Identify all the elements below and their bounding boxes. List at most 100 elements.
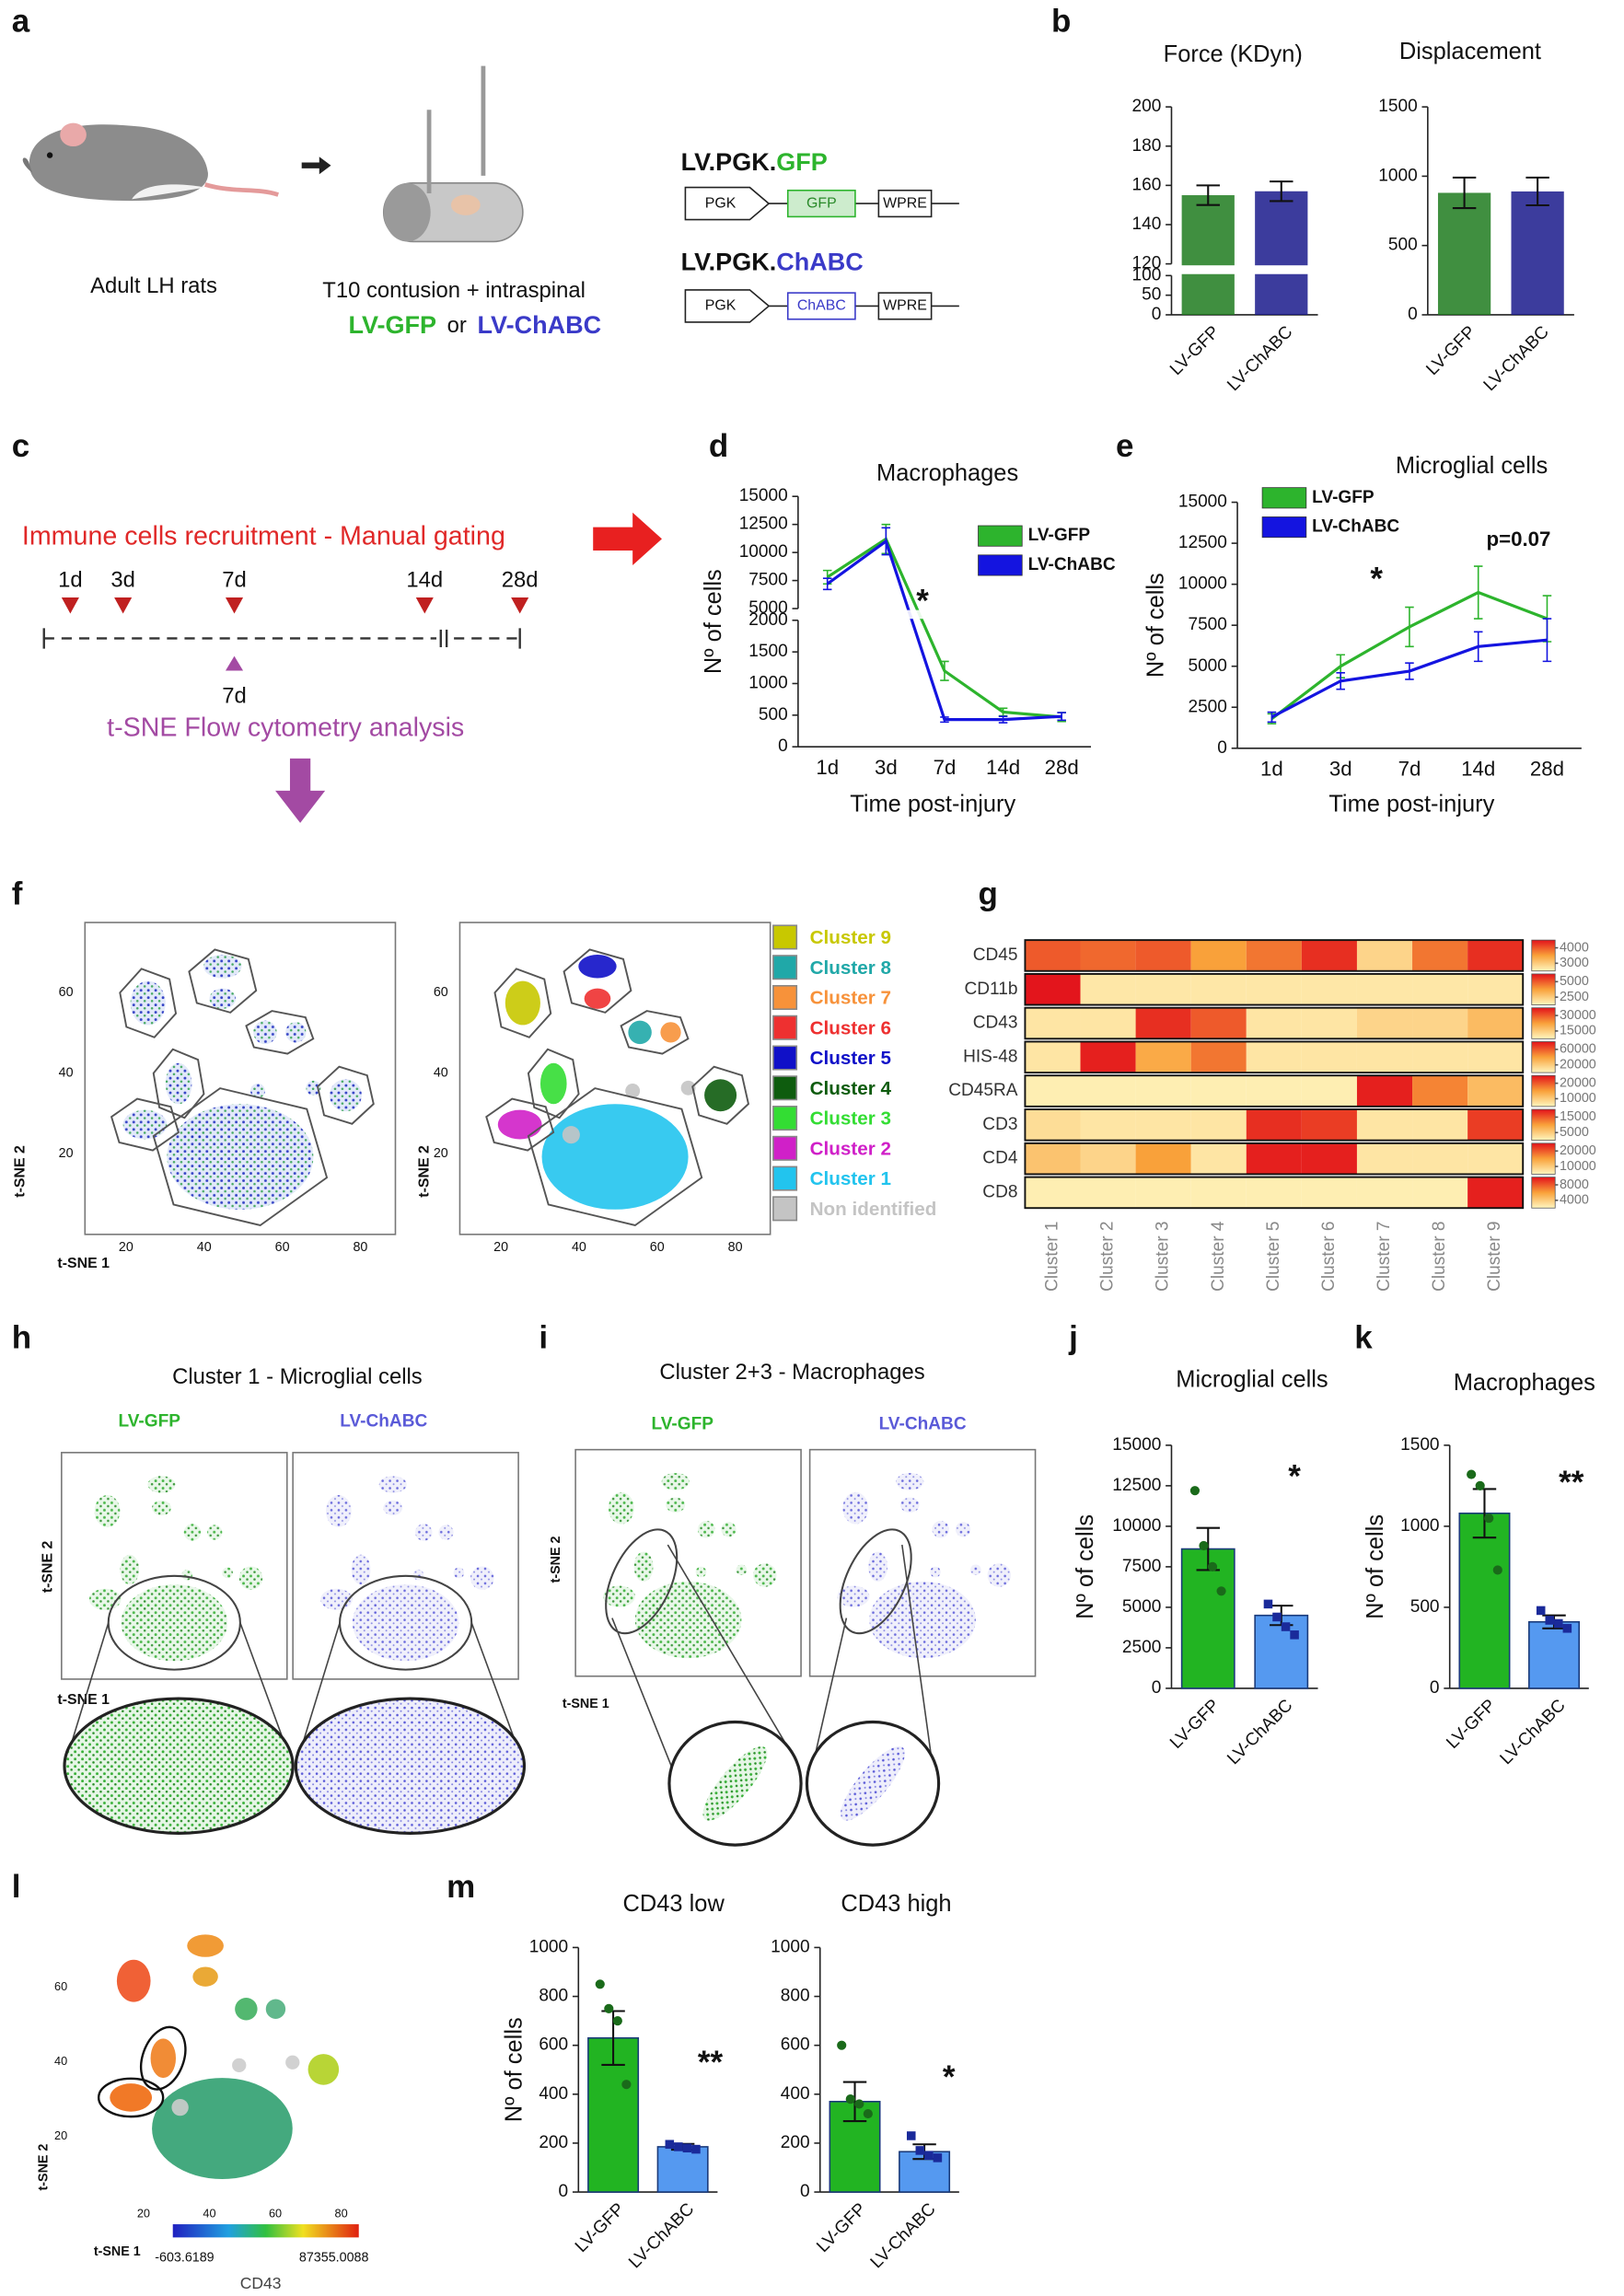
- group-label: LV-ChABC: [340, 1411, 427, 1431]
- legend-label: Cluster 1: [810, 1168, 891, 1189]
- x-axis-title: Time post-injury: [850, 792, 1015, 818]
- x-tick-label: 60: [650, 1240, 665, 1255]
- y-axis-title: Nº of cells: [1363, 1514, 1388, 1619]
- data-point: [1207, 1561, 1218, 1571]
- timepoint-marker: [61, 597, 79, 614]
- colorbar: [1531, 1074, 1556, 1107]
- cell-cloud: [285, 1022, 307, 1043]
- colorbar: [1531, 973, 1556, 1005]
- bar: [1511, 191, 1564, 315]
- element-label: GFP: [806, 195, 837, 211]
- heatmap-cell: [1190, 973, 1247, 1005]
- timepoint-label: 14d: [406, 568, 443, 593]
- data-point: [1272, 1612, 1282, 1622]
- error-bar: [822, 577, 832, 591]
- heatmap-cell: [1080, 1177, 1136, 1209]
- y-tick-label: 15000: [1178, 493, 1227, 512]
- y-tick-label: 1000: [529, 1937, 568, 1956]
- rat-drawing: [22, 65, 524, 243]
- timepoint-label: 3d: [110, 568, 135, 593]
- error-bar: [1405, 662, 1414, 680]
- gene-box: [786, 189, 856, 218]
- colorbar: [172, 2224, 359, 2238]
- legend-label: LV-ChABC: [1312, 517, 1399, 537]
- data-point: [612, 2016, 622, 2026]
- heatmap-cell: [1356, 1177, 1413, 1209]
- x-tick-label: 1d: [816, 756, 839, 779]
- tsne-frame: [84, 922, 397, 1235]
- cell-cloud: [660, 1022, 681, 1043]
- y-tick-label: 2000: [748, 610, 787, 630]
- x-tick-label: 14d: [1461, 758, 1495, 781]
- heatmap-cell: [1080, 1142, 1136, 1175]
- heatmap-cell: [1301, 1177, 1357, 1209]
- data-point: [691, 2144, 701, 2154]
- cell-cloud: [94, 1495, 121, 1527]
- data-point: [854, 2099, 864, 2109]
- heatmap-cell: [1412, 1177, 1468, 1209]
- y-tick-label: 5000: [1188, 656, 1226, 676]
- gate: [620, 1010, 690, 1055]
- row-label: CD8: [982, 1182, 1017, 1201]
- gate: [527, 1048, 580, 1119]
- error-bar: [1057, 712, 1066, 722]
- gate: [245, 1010, 315, 1055]
- colorbar-tick-label: 8000: [1560, 1177, 1589, 1192]
- legend-label: Cluster 9: [810, 927, 891, 948]
- heatmap-cell: [1135, 973, 1191, 1005]
- cell-cloud: [181, 1569, 192, 1581]
- tsne-frame: [292, 1452, 519, 1680]
- y-tick-label: 500: [1410, 1597, 1440, 1617]
- construct-title: LV.PGK.GFP: [681, 148, 828, 176]
- heatmap-cell: [1412, 940, 1468, 971]
- cell-cloud: [868, 1551, 887, 1582]
- cell-cloud: [110, 2083, 153, 2112]
- legend-label: Non identified: [810, 1199, 937, 1220]
- data-point: [1492, 1565, 1502, 1575]
- legend-label: Cluster 6: [810, 1017, 891, 1038]
- row-label: CD4: [982, 1149, 1018, 1168]
- annotation: *: [943, 2059, 956, 2095]
- zoom-cloud: [702, 1745, 768, 1821]
- data-point: [604, 2003, 614, 2013]
- x-tick-label: LV-ChABC: [867, 2199, 940, 2272]
- cell-cloud: [633, 1551, 654, 1582]
- cell-cloud: [325, 1495, 352, 1527]
- x-tick-label: 40: [203, 2206, 215, 2220]
- heatmap-cell: [1135, 1177, 1191, 1209]
- y-tick-label: 500: [759, 705, 788, 725]
- colorbar-tick-label: 20000: [1560, 1075, 1596, 1090]
- legend-swatch: [772, 1045, 798, 1071]
- y-tick-label: 500: [1388, 236, 1418, 255]
- panel-letter: i: [539, 1320, 548, 1356]
- x-tick-label: LV-GFP: [1166, 1696, 1224, 1753]
- heatmap-cell: [1246, 940, 1302, 971]
- axis-title: t-SNE 1: [57, 1256, 110, 1271]
- x-tick-label: 80: [353, 1240, 367, 1255]
- gate: [139, 2025, 187, 2091]
- cell-cloud: [695, 1566, 707, 1578]
- x-tick-label: 20: [137, 2206, 150, 2220]
- data-point: [1263, 1599, 1273, 1609]
- timepoint-marker: [114, 597, 133, 614]
- x-tick-label: 60: [275, 1240, 290, 1255]
- colorbar-label: CD43: [240, 2274, 282, 2292]
- heatmap-cell: [1301, 973, 1357, 1005]
- heatmap-cell: [1412, 1007, 1468, 1039]
- heatmap-cell: [1301, 1075, 1357, 1107]
- cell-cloud: [121, 1584, 228, 1662]
- gate: [691, 1065, 750, 1125]
- row-outline: [1024, 1006, 1525, 1040]
- error-bar: [940, 660, 949, 681]
- heatmap-cell: [1356, 1075, 1413, 1107]
- error-bar: [1405, 606, 1414, 648]
- heatmap-cell: [1246, 1177, 1302, 1209]
- zoom: [294, 1697, 527, 1835]
- y-tick-label: 400: [539, 2084, 568, 2104]
- chart-title: Force (KDyn): [1164, 41, 1303, 67]
- timepoint-marker: [511, 597, 529, 614]
- x-tick-label: LV-GFP: [813, 2199, 870, 2256]
- heatmap-cell: [1301, 1142, 1357, 1175]
- axis-title: t-SNE 2: [37, 2144, 52, 2191]
